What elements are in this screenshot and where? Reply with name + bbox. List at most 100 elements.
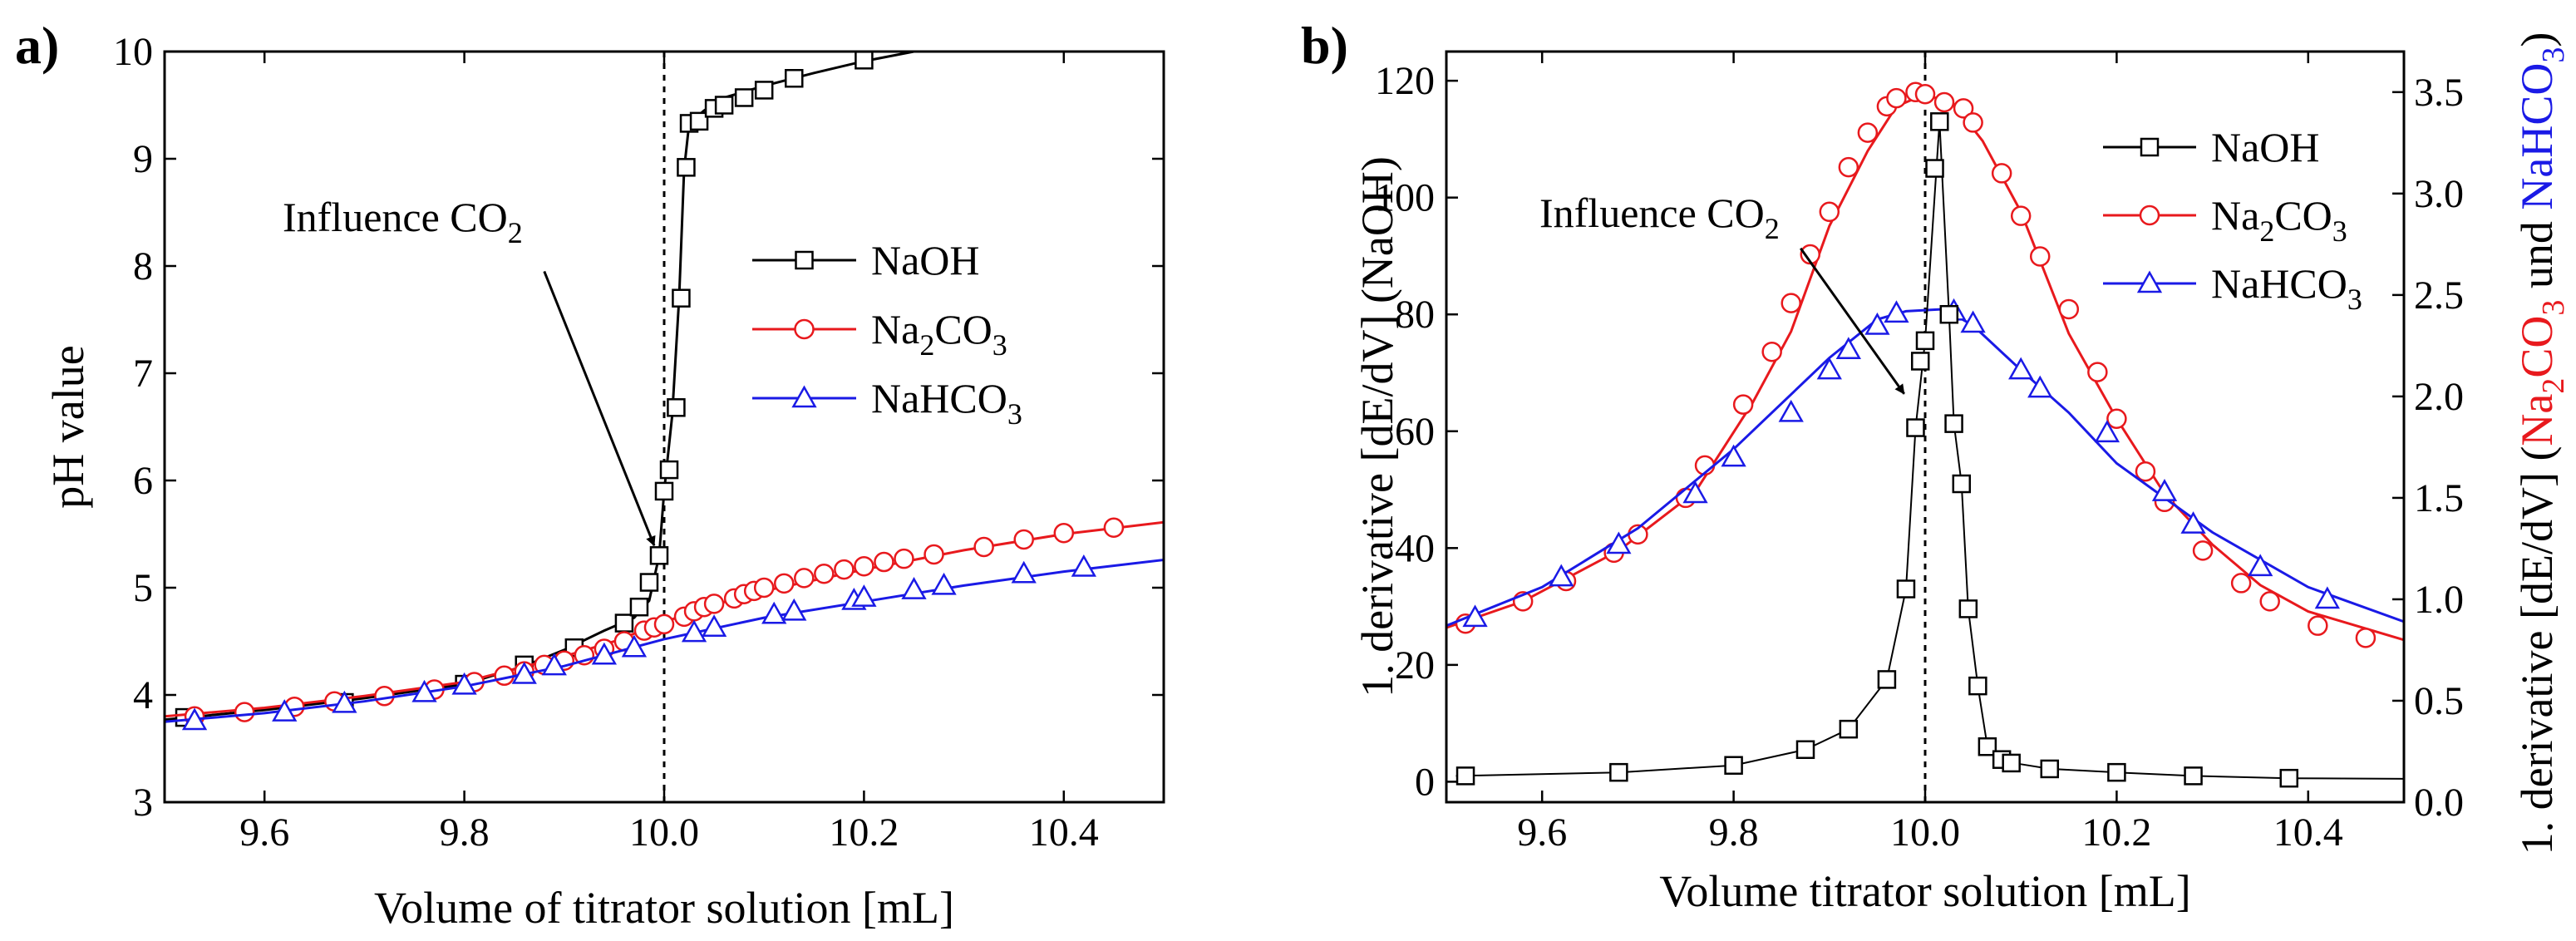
legend-label-na2co3-part: Na [871, 306, 919, 352]
legend-label-naoh-part: NaOH [871, 237, 980, 283]
data-point-naoh [2184, 766, 2203, 786]
data-point-na2co3 [2230, 573, 2252, 594]
y-axis-label-right-nahco3: NaHCO [2512, 63, 2562, 210]
plot-area-b [1446, 52, 2404, 802]
annotation-text-part: Influence CO [283, 194, 508, 240]
data-point-naoh [677, 158, 696, 177]
y-tick-label: 3 [133, 781, 153, 825]
y-tick-label-right: 2.5 [2414, 273, 2464, 318]
data-point-nahco3 [1778, 399, 1804, 422]
data-point-nahco3 [1071, 554, 1096, 577]
series-line-nahco3 [165, 559, 1164, 723]
data-point-naoh [672, 288, 691, 308]
data-point-nahco3 [411, 679, 437, 702]
y-tick-label: 8 [133, 244, 153, 288]
data-point-nahco3 [761, 601, 787, 624]
legend-marker-na2co3 [2139, 204, 2160, 226]
legend-label-na2co3: Na2CO3 [871, 306, 1007, 362]
y-tick-label: 7 [133, 352, 153, 396]
annotation-arrow [543, 270, 656, 547]
data-point-na2co3 [2010, 205, 2032, 226]
data-point-na2co3 [753, 577, 775, 599]
y-axis-label-right-na2co3: Na [2512, 394, 2562, 446]
plot-frame [163, 50, 1165, 804]
data-point-na2co3 [2058, 298, 2080, 320]
y-tick-label-right: 0.0 [2414, 781, 2464, 825]
y-tick-label-left: 60 [1395, 410, 1435, 454]
data-point-naoh [1915, 331, 1935, 351]
data-point-nahco3 [2248, 554, 2273, 577]
data-point-nahco3 [621, 634, 648, 658]
legend-marker-naoh [795, 250, 814, 270]
data-point-naoh [1925, 159, 1944, 178]
legend-label-naoh: NaOH [2211, 124, 2320, 170]
legend-marker-nahco3 [791, 385, 817, 408]
y-axis-label-left: 1. derivative [dE/dV] (NaOH) [1352, 156, 1402, 697]
x-axis-label: Volume titrator solution [mL] [1659, 866, 2190, 916]
x-tick-label: 10.0 [629, 810, 699, 855]
data-point-naoh [1939, 304, 1959, 324]
legend-marker-nahco3 [2136, 270, 2163, 293]
data-point-nahco3 [701, 614, 727, 637]
y-tick-label-right: 0.5 [2414, 679, 2464, 723]
data-point-naoh [2040, 759, 2060, 779]
data-point-na2co3 [234, 702, 255, 722]
data-point-nahco3 [451, 672, 477, 695]
data-point-na2co3 [1732, 394, 1754, 415]
data-point-naoh [714, 96, 734, 115]
data-point-na2co3 [924, 544, 944, 565]
data-point-naoh [2002, 753, 2021, 773]
data-point-na2co3 [834, 559, 855, 580]
legend-label-nahco3-part: NaHCO [871, 375, 1007, 421]
data-point-naoh [1930, 112, 1949, 131]
y-axis-label-right-na2co3: 3 [2536, 300, 2571, 316]
data-point-nahco3 [511, 661, 537, 684]
legend-label-nahco3: NaHCO3 [871, 375, 1022, 431]
legend-label-na2co3-part: 3 [2332, 214, 2347, 248]
legend-label-na2co3-part: Na [2211, 192, 2259, 239]
data-point-na2co3 [1953, 98, 1974, 119]
data-point-nahco3 [2180, 511, 2206, 534]
legend-marker-naoh [2140, 137, 2160, 157]
data-point-naoh [1795, 740, 1815, 760]
data-point-na2co3 [2029, 246, 2051, 267]
data-point-naoh [785, 69, 804, 88]
data-point-naoh [1958, 599, 1978, 618]
data-point-nahco3 [2094, 420, 2120, 443]
data-point-nahco3 [931, 572, 957, 595]
x-tick-label: 10.0 [1890, 810, 1960, 855]
data-point-naoh [1952, 474, 1972, 494]
data-point-naoh [1906, 418, 1925, 437]
data-point-naoh [639, 573, 659, 592]
data-point-nahco3 [541, 653, 567, 676]
data-point-na2co3 [653, 613, 675, 635]
legend-label-na2co3-part: CO [934, 306, 992, 352]
data-point-na2co3 [794, 568, 815, 589]
data-point-na2co3 [1991, 163, 2012, 184]
data-point-naoh [1968, 676, 1987, 696]
legend-label-nahco3-part: NaHCO [2211, 260, 2347, 307]
y-tick-label: 9 [133, 137, 153, 181]
x-tick-label: 10.2 [2081, 810, 2151, 855]
y-tick-label-right: 3.0 [2414, 172, 2464, 216]
data-point-naoh [654, 481, 674, 501]
annotation-text: Influence CO2 [283, 194, 523, 249]
data-point-nahco3 [1462, 604, 1488, 628]
annotation-text-part: Influence CO [1539, 190, 1765, 236]
legend-label-na2co3-part: CO [2274, 192, 2332, 239]
data-point-nahco3 [2027, 375, 2053, 398]
data-point-na2co3 [1886, 87, 1907, 109]
data-point-nahco3 [332, 690, 357, 713]
data-point-na2co3 [374, 686, 395, 707]
y-tick-label-left: 40 [1395, 526, 1435, 570]
data-point-naoh [1944, 414, 1963, 433]
data-point-nahco3 [1721, 444, 1746, 467]
data-point-naoh [2279, 768, 2299, 788]
data-point-na2co3 [874, 551, 894, 573]
legend-label-na2co3-part: 3 [992, 328, 1007, 362]
data-point-na2co3 [1819, 201, 1840, 223]
y-tick-label-left: 100 [1375, 176, 1435, 220]
y-axis-label-right-na2co3: 2 [2536, 378, 2571, 394]
data-point-naoh [659, 460, 679, 480]
